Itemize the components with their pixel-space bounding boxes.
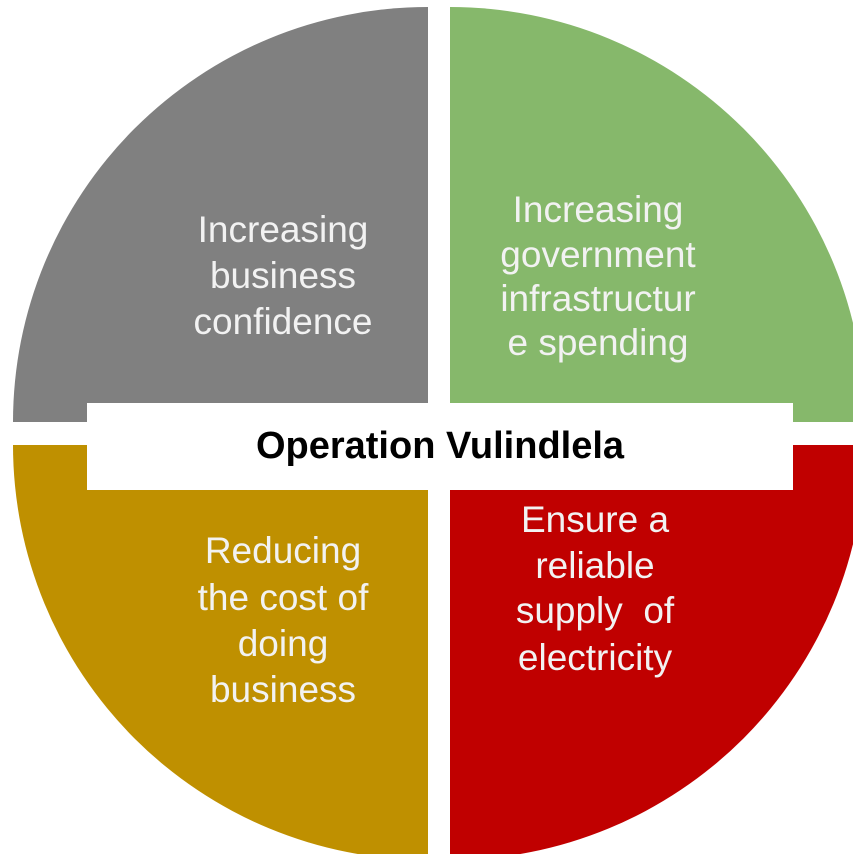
quadrant-text: infrastructur <box>500 278 695 319</box>
quadrant-text: Ensure a <box>521 499 670 540</box>
quadrant-text: Reducing <box>205 530 361 571</box>
quadrant-red <box>450 445 853 854</box>
quadrant-text: government <box>500 234 696 275</box>
title-box <box>87 403 793 490</box>
title: Operation Vulindlela <box>256 425 625 467</box>
quadrant-text: electricity <box>518 637 673 678</box>
quadrant-text: confidence <box>194 301 373 342</box>
quadrant-text: Increasing <box>198 209 369 250</box>
quadrant-text: e spending <box>507 322 688 363</box>
quadrant-text: business <box>210 669 356 710</box>
quadrant-text: supply of <box>516 590 675 631</box>
quadrant-text: business <box>210 255 356 296</box>
quadrant-gray <box>13 7 428 422</box>
quadrant-gold <box>13 445 428 854</box>
quadrant-green <box>450 7 853 422</box>
quadrant-text: Increasing <box>513 189 684 230</box>
quadrant-text: doing <box>238 623 329 664</box>
quadrant-text: the cost of <box>198 577 369 618</box>
quadrant-text: reliable <box>535 545 654 586</box>
